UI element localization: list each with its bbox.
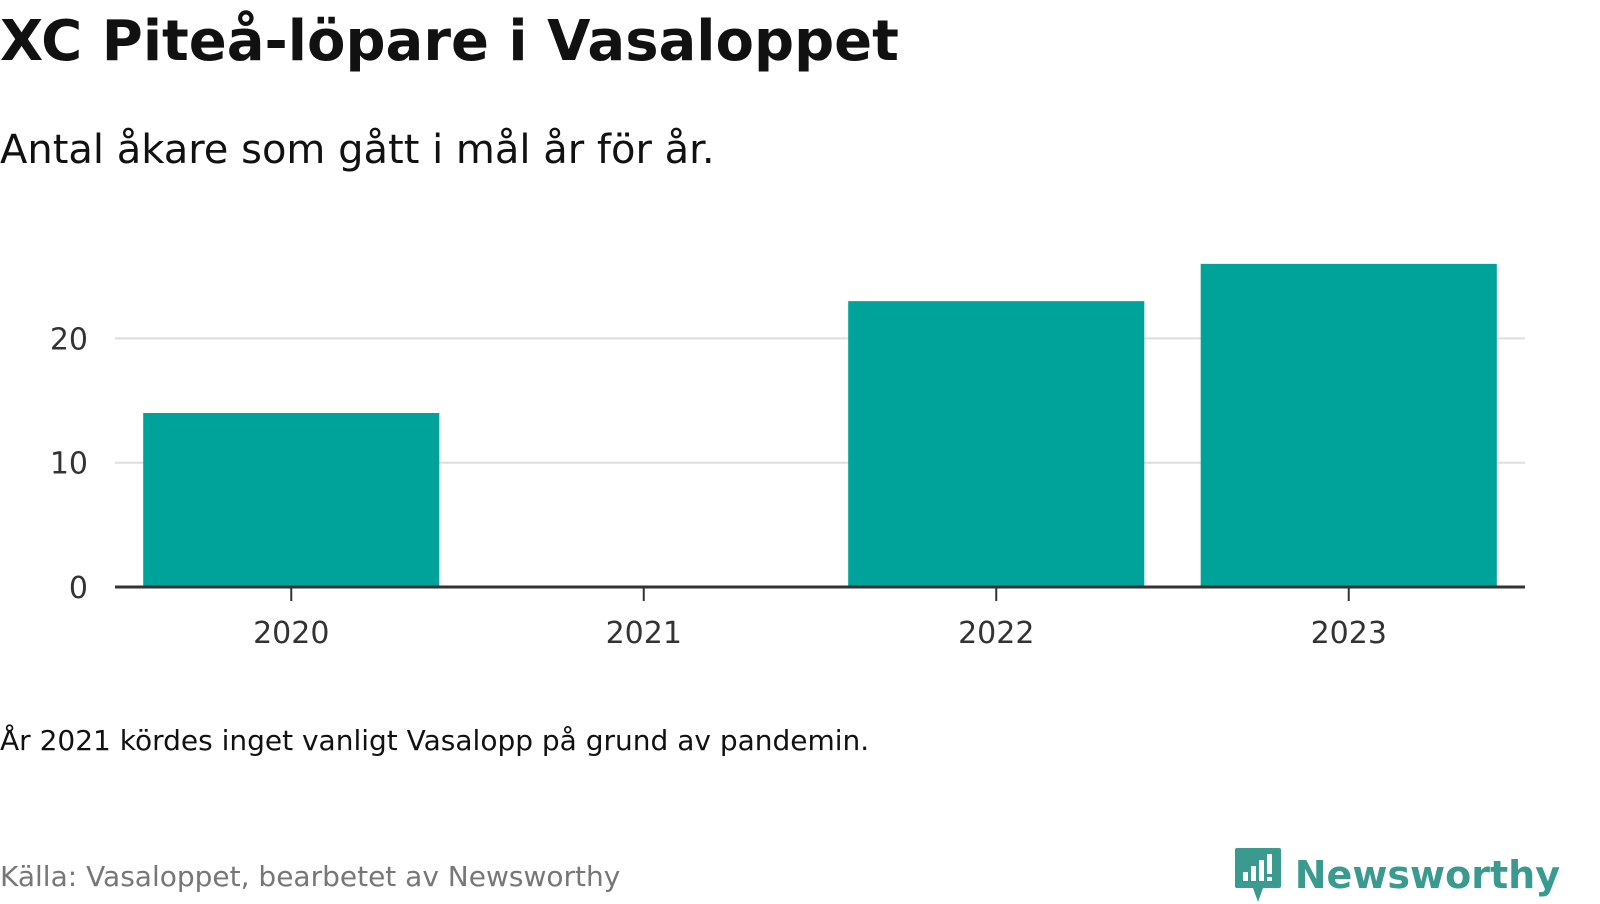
bar	[1200, 263, 1497, 587]
newsworthy-logo-icon	[1234, 848, 1281, 902]
y-tick-label: 20	[50, 322, 88, 357]
y-tick-label: 0	[69, 571, 88, 606]
chart-note: År 2021 kördes inget vanligt Vasalopp på…	[0, 724, 870, 757]
brand-name: Newsworthy	[1294, 853, 1560, 897]
chart-title: XC Piteå-löpare i Vasaloppet	[0, 9, 899, 74]
x-tick-label: 2020	[253, 616, 329, 651]
x-tick-label: 2023	[1311, 616, 1387, 651]
source-credit: Källa: Vasaloppet, bearbetet av Newswort…	[0, 860, 621, 893]
x-tick-label: 2022	[958, 616, 1034, 651]
brand-logo: Newsworthy	[1233, 846, 1560, 904]
x-tick-label: 2021	[606, 616, 682, 651]
bar	[848, 301, 1145, 587]
bar	[143, 413, 440, 587]
chart-subtitle: Antal åkare som gått i mål år för år.	[0, 127, 715, 173]
y-tick-label: 10	[50, 447, 88, 482]
